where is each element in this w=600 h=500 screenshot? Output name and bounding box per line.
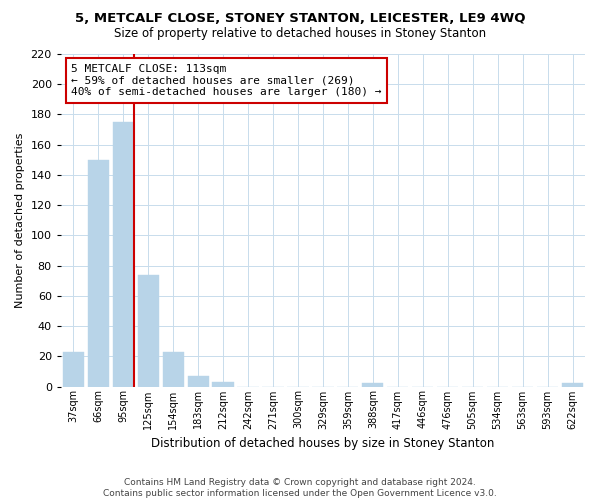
Text: Size of property relative to detached houses in Stoney Stanton: Size of property relative to detached ho… (114, 28, 486, 40)
Text: 5, METCALF CLOSE, STONEY STANTON, LEICESTER, LE9 4WQ: 5, METCALF CLOSE, STONEY STANTON, LEICES… (75, 12, 525, 26)
X-axis label: Distribution of detached houses by size in Stoney Stanton: Distribution of detached houses by size … (151, 437, 494, 450)
Bar (562, 384, 583, 386)
Y-axis label: Number of detached properties: Number of detached properties (15, 132, 25, 308)
Bar (113, 122, 134, 386)
Bar (163, 352, 184, 386)
Bar (63, 352, 84, 386)
Bar (362, 384, 383, 386)
Bar (212, 382, 233, 386)
Bar (88, 160, 109, 386)
Text: Contains HM Land Registry data © Crown copyright and database right 2024.
Contai: Contains HM Land Registry data © Crown c… (103, 478, 497, 498)
Bar (137, 274, 159, 386)
Text: 5 METCALF CLOSE: 113sqm
← 59% of detached houses are smaller (269)
40% of semi-d: 5 METCALF CLOSE: 113sqm ← 59% of detache… (71, 64, 382, 97)
Bar (188, 376, 209, 386)
